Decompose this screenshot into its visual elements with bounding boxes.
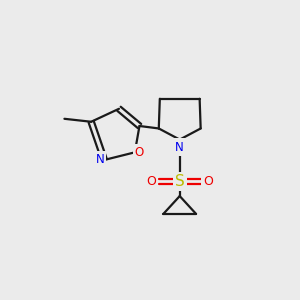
Text: O: O <box>204 175 214 188</box>
Text: N: N <box>175 140 184 154</box>
Text: N: N <box>95 153 104 167</box>
Text: O: O <box>146 175 156 188</box>
Text: O: O <box>135 146 144 159</box>
Text: S: S <box>175 174 184 189</box>
